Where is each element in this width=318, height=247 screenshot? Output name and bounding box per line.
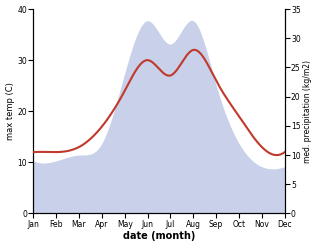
X-axis label: date (month): date (month)	[123, 231, 195, 242]
Y-axis label: max temp (C): max temp (C)	[5, 82, 15, 140]
Y-axis label: med. precipitation (kg/m2): med. precipitation (kg/m2)	[303, 60, 313, 163]
